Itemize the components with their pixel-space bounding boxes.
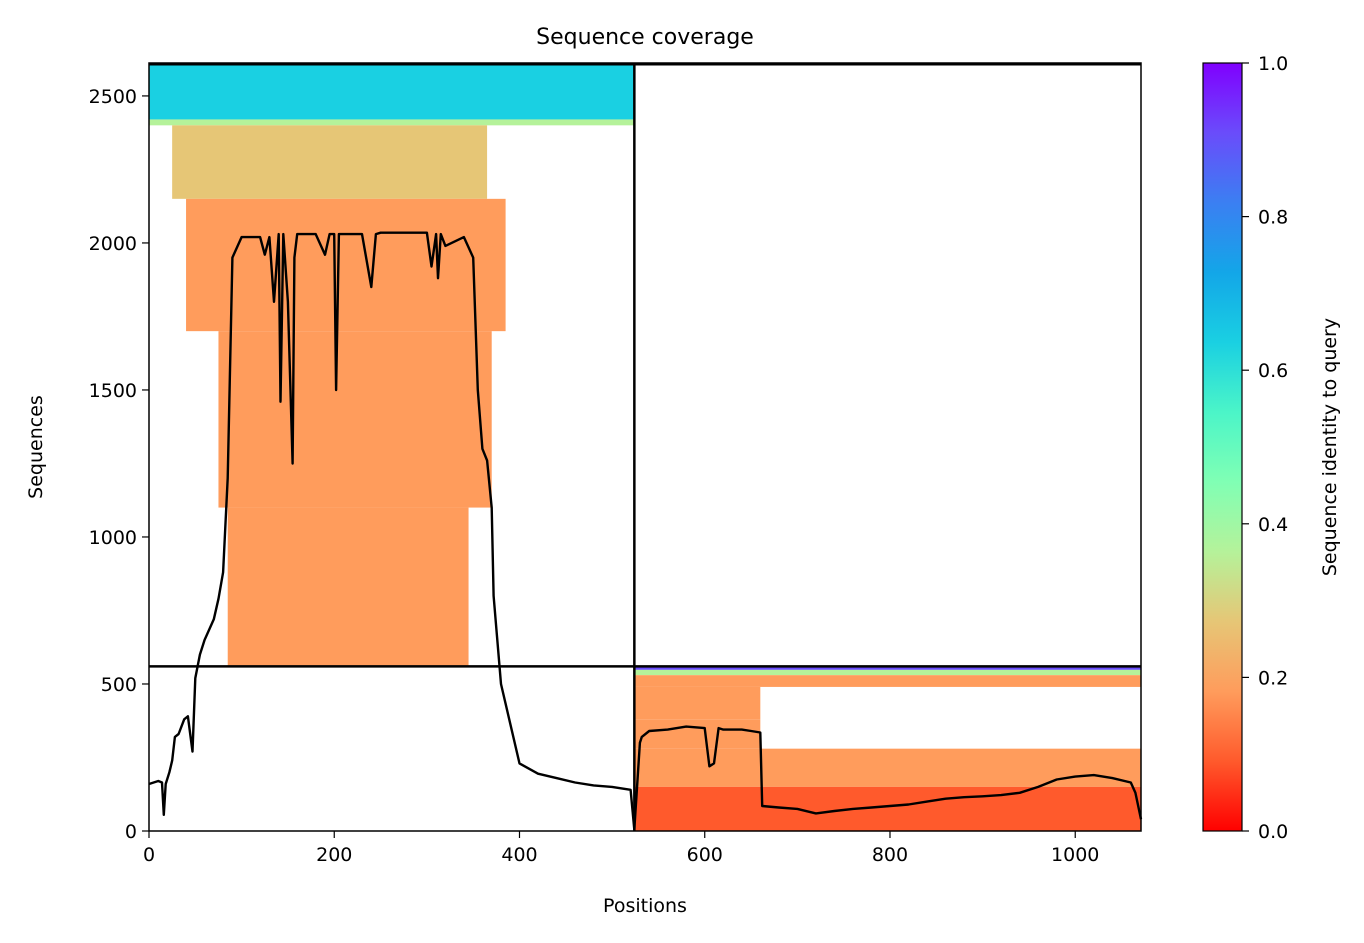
colorbar-ticks: 0.0 0.2 0.4 0.6 0.8 1.0 <box>1242 53 1288 843</box>
x-tick-label: 800 <box>872 844 908 866</box>
coverage-block-9 <box>634 686 761 720</box>
colorbar-tick-label: 0.0 <box>1258 821 1288 843</box>
colorbar-tick-label: 1.0 <box>1258 53 1288 75</box>
coverage-block-1 <box>149 119 635 126</box>
x-axis-label: Positions <box>603 895 687 917</box>
colorbar-tick-label: 0.8 <box>1258 207 1288 229</box>
coverage-block-11 <box>634 748 1141 787</box>
colorbar-tick-label: 0.2 <box>1258 667 1288 689</box>
coverage-block-6 <box>634 666 1141 670</box>
x-tick-label: 200 <box>316 844 352 866</box>
domain-dividers <box>149 62 1141 831</box>
y-tick-label: 0 <box>125 821 137 843</box>
x-tick-label: 600 <box>687 844 723 866</box>
coverage-block-12 <box>634 786 1141 831</box>
colorbar-tick-label: 0.6 <box>1258 360 1288 382</box>
y-axis-ticks: 0 500 1000 1500 2000 2500 <box>89 86 149 843</box>
coverage-series-line <box>148 231 1143 831</box>
coverage-block-7 <box>634 669 1141 676</box>
coverage-block-10 <box>634 719 761 749</box>
colorbar <box>1202 62 1243 832</box>
coverage-block-3 <box>186 198 506 332</box>
chart-title: Sequence coverage <box>536 25 754 50</box>
colorbar-label: Sequence identity to query <box>1319 318 1341 576</box>
coverage-block-2 <box>172 125 488 199</box>
plot-frame <box>148 62 1142 832</box>
y-tick-label: 1000 <box>89 527 137 549</box>
y-tick-label: 2500 <box>89 86 137 108</box>
coverage-block-5 <box>227 507 469 667</box>
x-tick-label: 0 <box>143 844 155 866</box>
coverage-block-4 <box>218 331 492 508</box>
x-axis-ticks: 0 200 400 600 800 1000 <box>143 831 1099 866</box>
coverage-line <box>148 231 1143 831</box>
y-tick-label: 2000 <box>89 233 137 255</box>
y-tick-label: 500 <box>101 674 137 696</box>
y-axis-label: Sequences <box>25 395 47 499</box>
y-tick-label: 1500 <box>89 380 137 402</box>
x-tick-label: 400 <box>501 844 537 866</box>
coverage-blocks <box>149 63 1141 831</box>
colorbar-tick-label: 0.4 <box>1258 514 1288 536</box>
coverage-block-8 <box>634 675 1141 687</box>
x-tick-label: 1000 <box>1051 844 1099 866</box>
coverage-block-0 <box>149 63 635 120</box>
